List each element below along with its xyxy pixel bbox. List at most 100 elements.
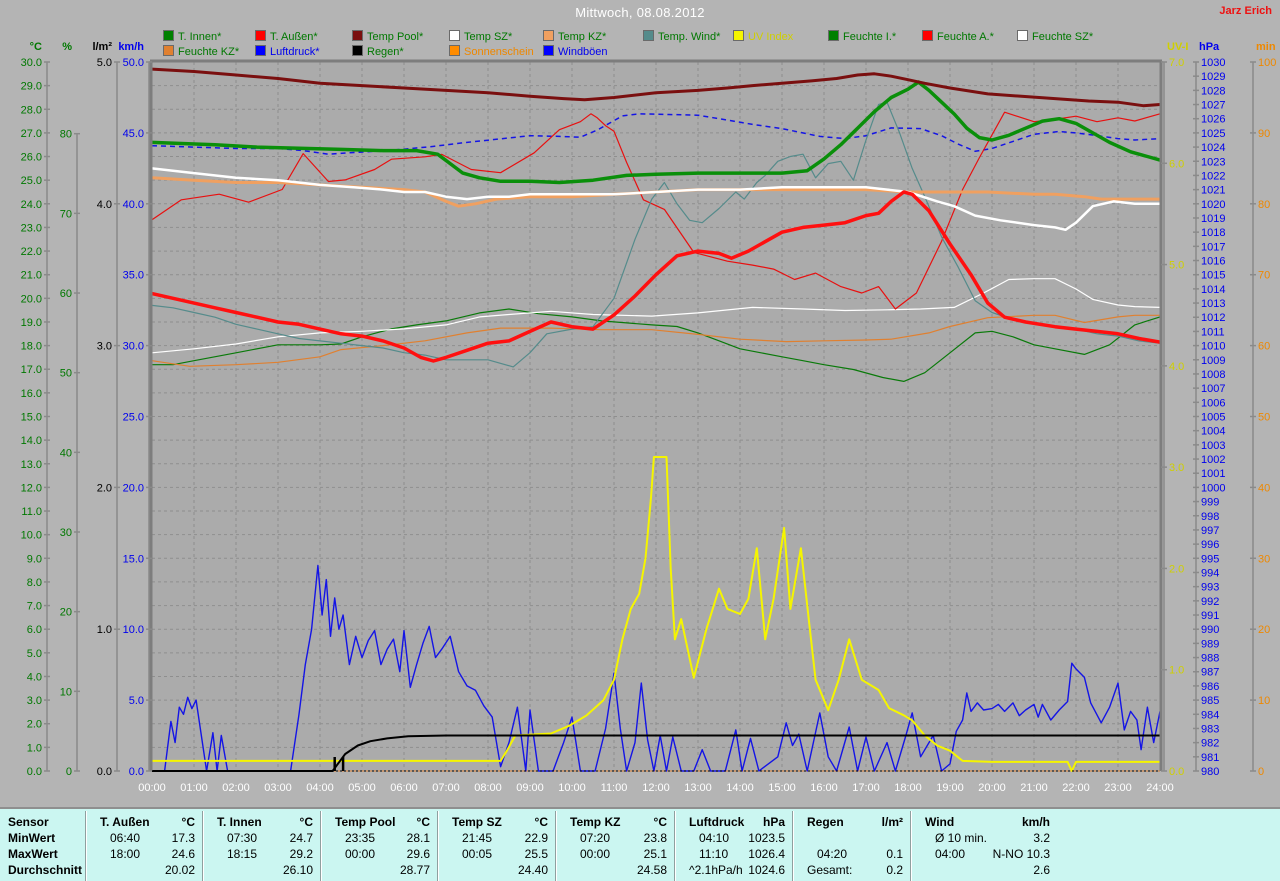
- svg-text:1030: 1030: [1201, 57, 1225, 69]
- legend-label: Sonnenschein: [464, 46, 534, 58]
- svg-text:25.0: 25.0: [21, 175, 42, 187]
- svg-text:23:00: 23:00: [1104, 782, 1132, 794]
- table-avg-label: ^2.1hPa/h: [689, 863, 743, 877]
- svg-text:990: 990: [1201, 624, 1219, 636]
- table-max-time: 00:00: [345, 847, 376, 861]
- legend-item-temp-pool: Temp Pool*: [352, 30, 424, 43]
- svg-text:985: 985: [1201, 695, 1219, 707]
- legend-item-temp-sz: Temp SZ*: [449, 30, 513, 43]
- plot-area[interactable]: [152, 62, 1160, 771]
- legend-swatch: [828, 30, 839, 41]
- svg-text:2.0: 2.0: [97, 482, 112, 494]
- svg-text:2.0: 2.0: [1169, 563, 1184, 575]
- svg-text:%: %: [62, 41, 72, 53]
- table-max-time: 11:10: [699, 847, 729, 861]
- x-axis-labels: 00:00 01:00 02:00 03:00 04:00 05:00 06:00 07:00…: [138, 782, 1174, 794]
- svg-text:982: 982: [1201, 738, 1219, 750]
- svg-text:1029: 1029: [1201, 71, 1225, 83]
- svg-text:01:00: 01:00: [180, 782, 208, 794]
- svg-text:1009: 1009: [1201, 355, 1225, 367]
- svg-text:l/m²: l/m²: [92, 41, 112, 53]
- table-min-value: 3.2: [1033, 831, 1050, 845]
- table-separator: [674, 811, 675, 881]
- legend-item-feuchte-sz: Feuchte SZ*: [1017, 30, 1093, 43]
- legend-label: Feuchte KZ*: [178, 46, 240, 58]
- svg-text:6.0: 6.0: [1169, 158, 1184, 170]
- svg-text:5.0: 5.0: [1169, 260, 1184, 272]
- table-col-name: T. Außen: [100, 815, 150, 829]
- legend-swatch: [352, 45, 363, 56]
- svg-text:1027: 1027: [1201, 100, 1225, 112]
- legend-label: Temp KZ*: [558, 31, 607, 43]
- svg-text:994: 994: [1201, 567, 1219, 579]
- svg-text:4.0: 4.0: [97, 199, 112, 211]
- table-col-unit: °C: [653, 815, 667, 829]
- svg-text:10.0: 10.0: [21, 530, 42, 542]
- axis-min: 0 10 20 30 40 50 60 70 80 90 100 min: [1250, 41, 1276, 778]
- legend-item-luftdruck: Luftdruck*: [255, 45, 320, 58]
- svg-text:12:00: 12:00: [642, 782, 670, 794]
- legend-item-windb-en: Windböen: [543, 45, 608, 58]
- svg-text:5.0: 5.0: [129, 695, 144, 707]
- svg-text:3.0: 3.0: [1169, 462, 1184, 474]
- svg-text:100: 100: [1258, 57, 1276, 69]
- svg-text:27.0: 27.0: [21, 128, 42, 140]
- svg-text:1019: 1019: [1201, 213, 1225, 225]
- svg-text:14:00: 14:00: [726, 782, 754, 794]
- legend-swatch: [163, 45, 174, 56]
- svg-text:0: 0: [1258, 766, 1264, 778]
- svg-text:1003: 1003: [1201, 440, 1225, 452]
- table-col-unit: hPa: [762, 815, 785, 829]
- axis-percent: 0 10 20 30 40 50 60 70 80%: [60, 41, 80, 778]
- svg-text:991: 991: [1201, 610, 1219, 622]
- svg-text:2.0: 2.0: [27, 719, 42, 731]
- svg-text:22:00: 22:00: [1062, 782, 1090, 794]
- svg-text:998: 998: [1201, 511, 1219, 523]
- legend-swatch: [543, 30, 554, 41]
- svg-text:19.0: 19.0: [21, 317, 42, 329]
- legend-item-sonnenschein: Sonnenschein: [449, 45, 534, 58]
- svg-text:30: 30: [1258, 553, 1270, 565]
- table-row-label: MaxWert: [8, 847, 58, 861]
- legend-label: Regen*: [367, 46, 404, 58]
- svg-text:18.0: 18.0: [21, 341, 42, 353]
- table-min-value: 22.9: [524, 831, 548, 845]
- axis-kmh: 0.0 5.0 10.0 15.0 20.0 25.0 30.0 35.0 40.0 45.0 50…: [118, 41, 152, 778]
- table-avg-value: 20.02: [164, 863, 195, 877]
- table-max-value: 29.6: [406, 847, 430, 861]
- legend-item-temp-wind: Temp. Wind*: [643, 30, 720, 43]
- svg-text:21.0: 21.0: [21, 270, 42, 282]
- table-col-name: Temp Pool: [335, 815, 396, 829]
- table-avg-value: 28.77: [399, 863, 430, 877]
- svg-text:60: 60: [60, 288, 72, 300]
- table-col-name: T. Innen: [217, 815, 262, 829]
- svg-text:02:00: 02:00: [222, 782, 250, 794]
- svg-text:3.0: 3.0: [27, 695, 42, 707]
- svg-text:992: 992: [1201, 596, 1219, 608]
- legend-label: Temp SZ*: [464, 31, 513, 43]
- table-min-time: 23:35: [345, 831, 376, 845]
- series-windboeen: [152, 564, 1161, 772]
- table-avg-value: 24.40: [517, 863, 548, 877]
- svg-text:5.0: 5.0: [97, 57, 112, 69]
- svg-text:1005: 1005: [1201, 412, 1225, 424]
- legend-item-t-innen: T. Innen*: [163, 30, 222, 43]
- svg-text:1026: 1026: [1201, 114, 1225, 126]
- svg-text:04:00: 04:00: [306, 782, 334, 794]
- table-min-time: Ø 10 min.: [935, 831, 988, 845]
- table-separator: [202, 811, 203, 881]
- legend-label: T. Innen*: [178, 31, 222, 43]
- table-max-time: 04:00: [935, 847, 966, 861]
- axis-lm2: 0.0 1.0 2.0 3.0 4.0 5.0 l/m²: [92, 41, 120, 778]
- svg-text:13.0: 13.0: [21, 459, 42, 471]
- svg-text:0.0: 0.0: [129, 766, 144, 778]
- svg-text:1001: 1001: [1201, 468, 1225, 480]
- svg-text:4.0: 4.0: [27, 671, 42, 683]
- series-luftdruck: [151, 113, 1161, 155]
- svg-text:50.0: 50.0: [123, 57, 144, 69]
- svg-text:6.0: 6.0: [27, 624, 42, 636]
- legend-item-regen: Regen*: [352, 45, 404, 58]
- svg-text:1.0: 1.0: [1169, 665, 1184, 677]
- legend-label: Temp Pool*: [367, 31, 424, 43]
- svg-text:24:00: 24:00: [1146, 782, 1174, 794]
